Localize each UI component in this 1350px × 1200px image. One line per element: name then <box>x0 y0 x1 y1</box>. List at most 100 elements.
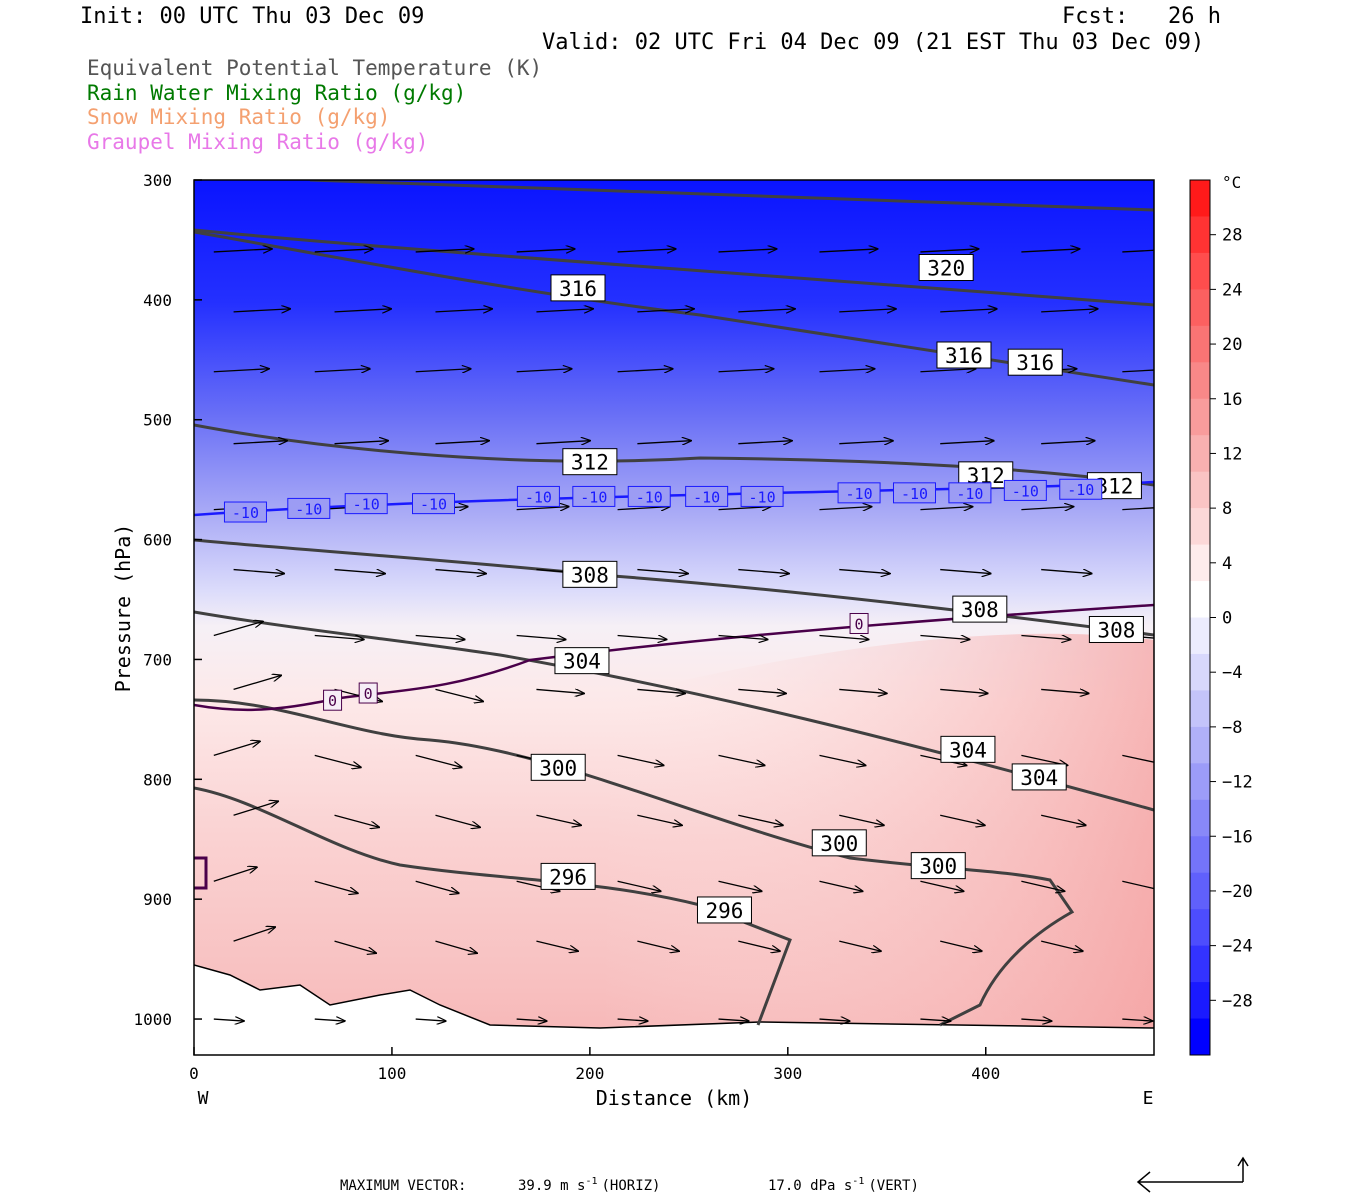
svg-text:-10: -10 <box>1067 481 1094 499</box>
wind-vector <box>233 927 275 942</box>
colorbar-tick-label: 0 <box>1222 609 1232 629</box>
isotherm-minus-10-label: -10 <box>892 482 936 504</box>
wind-vector <box>738 940 780 951</box>
init-time: Init: 00 UTC Thu 03 Dec 09 <box>80 4 425 29</box>
wind-vector <box>738 689 786 693</box>
wind-vector <box>1122 369 1154 373</box>
wind-vector <box>718 507 771 510</box>
svg-text:-10: -10 <box>636 488 663 506</box>
wind-vector <box>314 635 364 639</box>
wind-vector <box>819 754 865 765</box>
x-axis-label: Distance (km) <box>596 1086 753 1110</box>
colorbar-swatch <box>1190 508 1210 546</box>
wind-vector <box>233 675 281 691</box>
wind-vector <box>1041 570 1092 574</box>
wind-vector <box>617 369 673 372</box>
wind-vector <box>1021 249 1079 252</box>
wind-vector <box>718 880 762 891</box>
colorbar-tick-label: 4 <box>1222 554 1232 574</box>
isotherm-minus-10-label: -10 <box>344 493 388 515</box>
svg-text:300: 300 <box>539 756 577 780</box>
colorbar-tick-label: 16 <box>1222 390 1242 410</box>
wind-vector <box>940 814 985 825</box>
theta-e-label: 300 <box>530 753 586 781</box>
wind-vector <box>617 880 661 891</box>
wind-vector <box>415 880 459 893</box>
wind-vector <box>1021 880 1064 891</box>
colorbar-tick-label: −16 <box>1222 827 1253 847</box>
svg-text:-10: -10 <box>295 500 322 518</box>
svg-text:304: 304 <box>949 738 987 762</box>
isotherm-minus-10-label: -10 <box>516 485 560 507</box>
theta-e-contour <box>194 786 792 1026</box>
wind-vector <box>314 754 361 767</box>
wind-vector <box>314 1019 345 1021</box>
isotherm-zero-label: 0 <box>323 689 343 711</box>
colorbar-unit: °C <box>1222 173 1241 192</box>
wind-vector <box>334 814 380 827</box>
max-vector-vert: 17.0 dPa s-1 (VERT) <box>768 1176 919 1194</box>
svg-text:-10: -10 <box>901 485 928 503</box>
y-tick-label: 700 <box>143 650 172 669</box>
y-tick-label: 900 <box>143 890 172 909</box>
wind-vector <box>617 507 670 510</box>
wind-vector <box>435 814 480 827</box>
y-tick-label: 500 <box>143 411 172 430</box>
y-tick-label: 400 <box>143 291 172 310</box>
max-vector-horiz: 39.9 m s-1 (HORIZ) <box>518 1176 661 1194</box>
theta-e-label: 296 <box>540 862 596 890</box>
colorbar-tick-label: −4 <box>1222 663 1242 683</box>
wind-vector <box>435 309 492 312</box>
wind-vector <box>839 441 893 444</box>
svg-text:0: 0 <box>855 615 864 633</box>
wind-vector <box>334 441 389 444</box>
wind-vector <box>516 369 572 372</box>
wind-vector <box>516 635 566 639</box>
wind-vector <box>617 249 676 252</box>
svg-text:296: 296 <box>549 865 587 889</box>
terrain <box>194 965 1154 1055</box>
svg-text:0: 0 <box>364 685 373 703</box>
plot-frame <box>193 179 1155 1056</box>
wind-vector <box>920 880 963 891</box>
svg-text:-10: -10 <box>353 496 380 514</box>
colorbar-swatch <box>1190 581 1210 618</box>
x-tick-label: 100 <box>377 1064 406 1083</box>
colorbar-tick-label: −28 <box>1222 991 1253 1011</box>
wind-vector <box>1122 880 1154 890</box>
wind-vector <box>1041 309 1098 312</box>
warm-region <box>600 633 1154 1030</box>
wind-vector <box>1122 507 1154 511</box>
colorbar-tick-label: −12 <box>1222 773 1253 793</box>
wind-vector <box>839 570 890 574</box>
colorbar-swatch <box>1190 289 1210 327</box>
colorbar-swatch <box>1190 945 1210 983</box>
colorbar-swatch <box>1190 726 1210 764</box>
colorbar-swatch <box>1190 252 1210 290</box>
wind-vector <box>718 635 768 639</box>
wind-vector <box>233 441 287 444</box>
wind-vector <box>718 1019 749 1021</box>
x-tick-label: 200 <box>575 1064 604 1083</box>
wind-vector <box>314 369 370 372</box>
max-vector-label: MAXIMUM VECTOR: <box>340 1178 466 1194</box>
y-tick-label: 600 <box>143 531 172 550</box>
theta-e-label: 308 <box>1088 615 1144 643</box>
wind-vector <box>839 689 887 693</box>
wind-vector <box>516 507 569 510</box>
isotherm-minus-10-label: -10 <box>627 485 671 507</box>
wind-vector <box>536 441 590 444</box>
svg-text:-10: -10 <box>232 504 259 522</box>
y-tick-label: 800 <box>143 770 172 789</box>
svg-text:-10: -10 <box>420 496 447 514</box>
wind-vector <box>920 635 969 639</box>
isotherm-minus-10-label: -10 <box>1003 479 1047 501</box>
colorbar-swatch <box>1190 982 1210 1020</box>
svg-text:300: 300 <box>820 832 858 856</box>
wind-vector <box>920 369 975 372</box>
x-axis-west: W <box>198 1088 209 1109</box>
y-tick-label: 300 <box>143 171 172 190</box>
wind-vector <box>334 940 377 953</box>
theta-e-label: 300 <box>910 852 966 880</box>
wind-vector <box>213 1019 244 1021</box>
